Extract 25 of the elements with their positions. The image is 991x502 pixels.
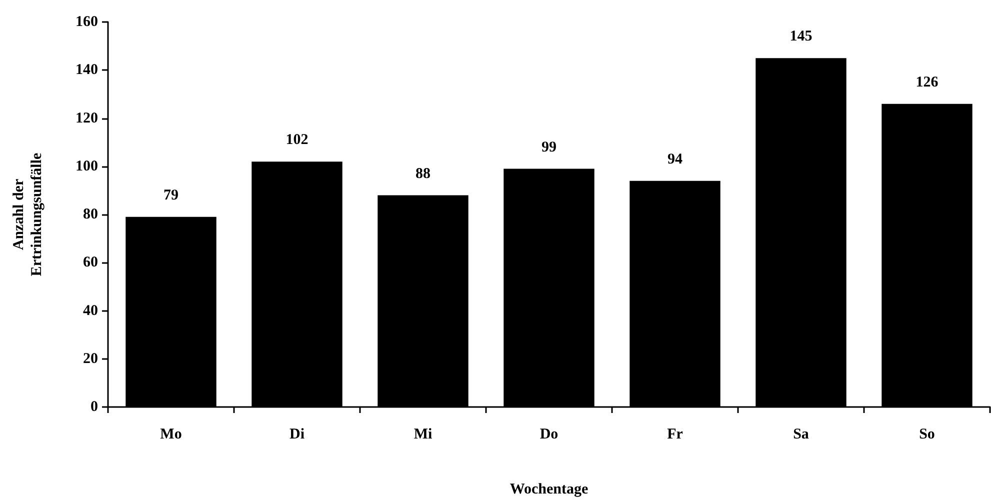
x-tick-label: Mo bbox=[160, 426, 182, 442]
y-axis-title: Anzahl der Ertrinkungsunfälle bbox=[11, 152, 45, 276]
data-label: 145 bbox=[790, 28, 812, 45]
y-tick-label: 20 bbox=[83, 350, 98, 367]
data-label: 88 bbox=[416, 166, 430, 182]
data-label: 79 bbox=[164, 187, 178, 204]
y-tick-label: 160 bbox=[76, 14, 98, 30]
data-label: 126 bbox=[916, 74, 939, 90]
x-tick-label: Do bbox=[540, 426, 558, 442]
data-label: 99 bbox=[542, 139, 556, 156]
y-tick-label: 0 bbox=[90, 399, 98, 415]
data-label: 102 bbox=[286, 132, 308, 148]
y-tick-label: 60 bbox=[83, 254, 98, 271]
x-tick-label: Di bbox=[290, 426, 304, 442]
y-tick-label: 140 bbox=[76, 62, 98, 78]
x-tick-label: So bbox=[919, 426, 935, 442]
y-tick-label: 80 bbox=[83, 206, 98, 222]
y-tick-label: 100 bbox=[76, 158, 98, 174]
x-tick-label: Mi bbox=[414, 426, 432, 442]
x-tick-label: Fr bbox=[667, 426, 684, 442]
y-tick-label: 120 bbox=[76, 110, 98, 126]
data-label: 94 bbox=[668, 151, 683, 168]
x-tick-label: Sa bbox=[793, 426, 810, 442]
y-tick-label: 40 bbox=[83, 302, 98, 319]
x-axis-title: Wochentage bbox=[510, 482, 589, 498]
